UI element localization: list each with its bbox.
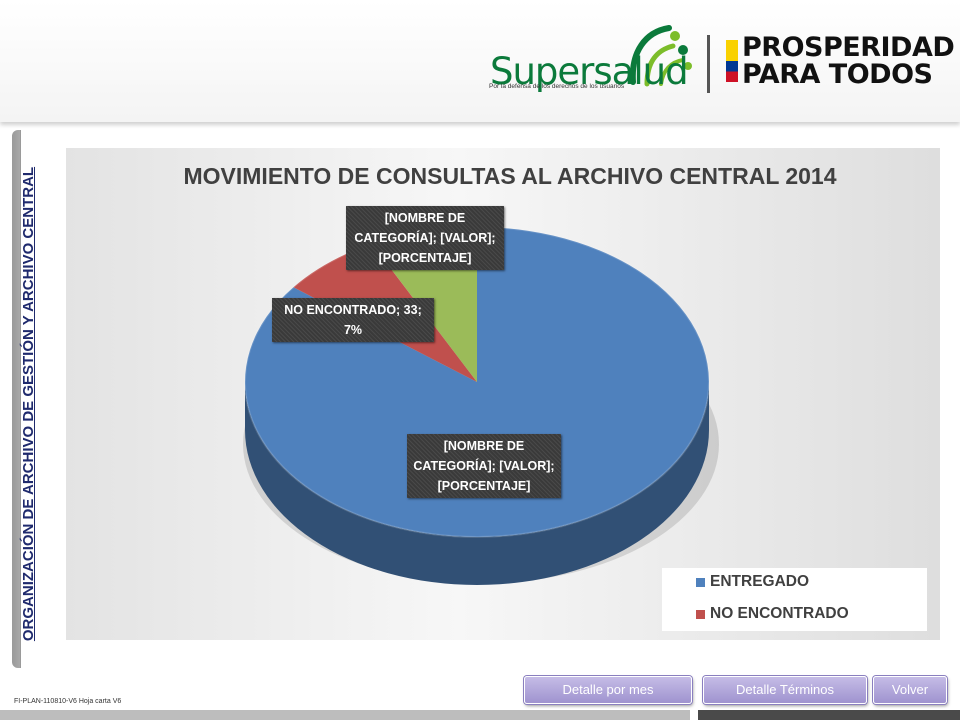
slogan-line-1: PROSPERIDAD bbox=[742, 32, 955, 63]
legend-label: NO ENCONTRADO bbox=[710, 605, 849, 622]
data-label-entregado: [NOMBRE DE CATEGORÍA]; [VALOR]; [PORCENT… bbox=[407, 434, 561, 498]
legend-item-no-encontrado: NO ENCONTRADO bbox=[696, 605, 849, 623]
slogan-line-2: PARA TODOS bbox=[742, 59, 933, 90]
slogan: PROSPERIDAD PARA TODOS bbox=[742, 32, 955, 90]
data-label-no-encontrado: NO ENCONTRADO; 33; 7% bbox=[272, 298, 434, 342]
legend-label: ENTREGADO bbox=[710, 573, 810, 590]
legend-swatch bbox=[696, 610, 705, 619]
volver-button[interactable]: Volver bbox=[873, 676, 947, 704]
detalle-por-mes-button[interactable]: Detalle por mes bbox=[524, 676, 692, 704]
detalle-terminos-button[interactable]: Detalle Términos bbox=[703, 676, 867, 704]
logo-name: Supersalud bbox=[490, 50, 689, 93]
chart-title: MOVIMIENTO DE CONSULTAS AL ARCHIVO CENTR… bbox=[183, 163, 837, 189]
chart-legend: ENTREGADO NO ENCONTRADO bbox=[662, 568, 927, 631]
supersalud-logo-icon bbox=[629, 25, 692, 87]
legend-swatch bbox=[696, 578, 705, 587]
pie-side-0 bbox=[245, 382, 709, 585]
footer-bar bbox=[0, 710, 690, 720]
footer-bar-dark bbox=[698, 710, 960, 720]
logo-divider bbox=[707, 35, 710, 93]
data-label-green: [NOMBRE DE CATEGORÍA]; [VALOR]; [PORCENT… bbox=[346, 206, 504, 270]
logo-tagline: Por la defensa de los derechos de los us… bbox=[489, 83, 625, 90]
colombia-flag-icon bbox=[726, 40, 738, 82]
side-tab-panel bbox=[20, 130, 61, 668]
side-tab bbox=[12, 130, 61, 668]
legend-item-entregado: ENTREGADO bbox=[696, 573, 810, 591]
footer-code: FI-PLAN-110810-V6 Hoja carta V6 bbox=[14, 698, 122, 705]
page-header: Supersalud Por la defensa de los derecho… bbox=[0, 0, 960, 122]
